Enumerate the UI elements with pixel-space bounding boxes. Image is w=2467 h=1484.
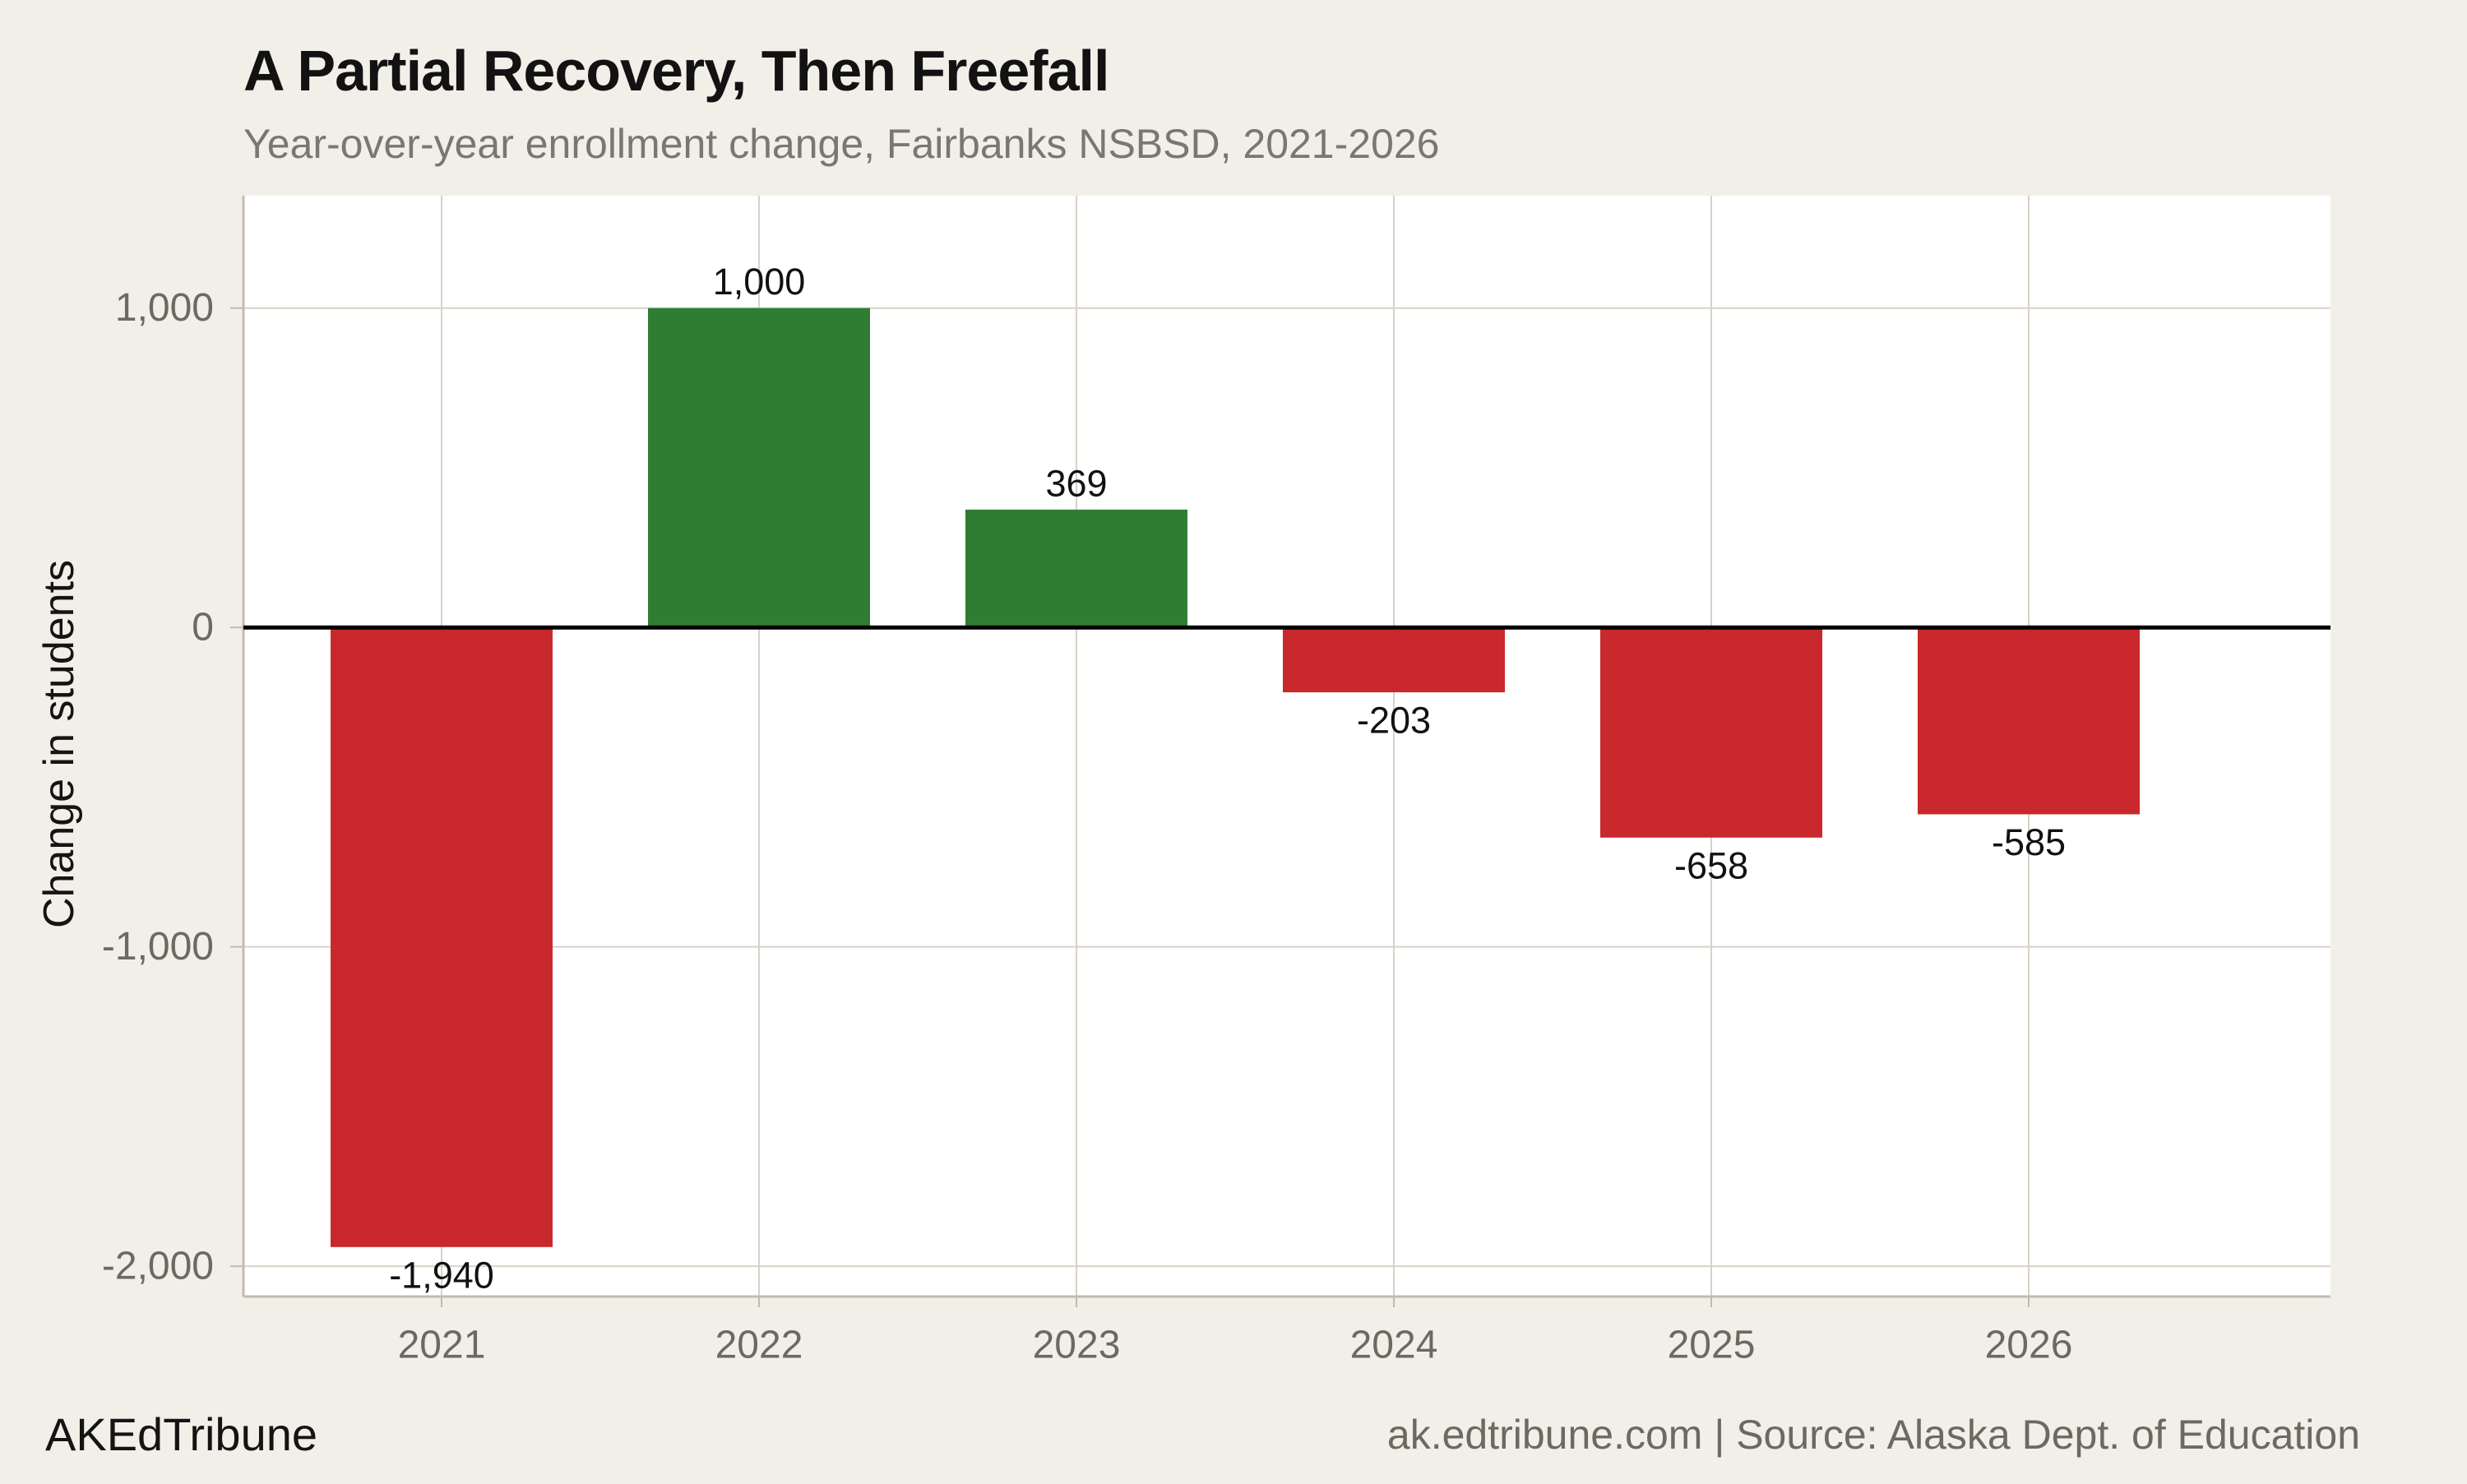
x-tick-label-2023: 2023 [1033,1324,1121,1367]
footer-brand: AKEdTribune [45,1408,317,1460]
x-tick-label-2021: 2021 [398,1324,486,1367]
x-tick-label-2026: 2026 [1985,1324,2073,1367]
page-title: A Partial Recovery, Then Freefall [243,39,1109,103]
y-tick-label--2000: -2,000 [102,1245,214,1288]
footer-source: ak.edtribune.com | Source: Alaska Dept. … [1386,1412,2360,1458]
bar-value-label-2024: -203 [1357,700,1431,742]
bar-2025 [1600,627,1822,838]
y-tick-label-0: 0 [192,606,214,650]
bar-2021 [331,627,553,1247]
y-tick-label--1000: -1,000 [102,925,214,969]
bar-2024 [1283,627,1505,693]
bar-2022 [648,307,870,628]
bar-2023 [965,509,1187,628]
bar-2026 [1918,627,2140,815]
x-tick-label-2022: 2022 [715,1324,803,1367]
page-subtitle: Year-over-year enrollment change, Fairba… [243,121,1440,167]
y-tick-label-1000: 1,000 [115,286,214,330]
x-tick-label-2024: 2024 [1350,1324,1438,1367]
x-tick-label-2025: 2025 [1668,1324,1756,1367]
bar-value-label-2022: 1,000 [713,261,806,303]
bar-value-label-2026: -585 [1992,821,2066,863]
bar-value-label-2023: 369 [1045,462,1107,504]
bar-value-label-2025: -658 [1674,844,1748,886]
bar-value-label-2021: -1,940 [389,1254,494,1296]
